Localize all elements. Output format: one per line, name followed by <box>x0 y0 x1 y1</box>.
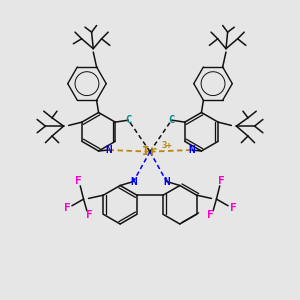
Text: N: N <box>188 145 195 155</box>
Text: F: F <box>75 176 82 186</box>
Text: 3+: 3+ <box>162 141 172 150</box>
Text: Ir: Ir <box>142 145 158 158</box>
Text: F: F <box>207 210 214 220</box>
Text: C: C <box>125 115 132 125</box>
Text: F: F <box>86 210 93 220</box>
Text: F: F <box>218 176 225 186</box>
Text: N: N <box>163 176 170 187</box>
Text: F: F <box>230 203 236 213</box>
Text: N: N <box>105 145 112 155</box>
Text: N: N <box>130 176 137 187</box>
Text: C: C <box>168 115 175 125</box>
Text: F: F <box>64 203 70 213</box>
